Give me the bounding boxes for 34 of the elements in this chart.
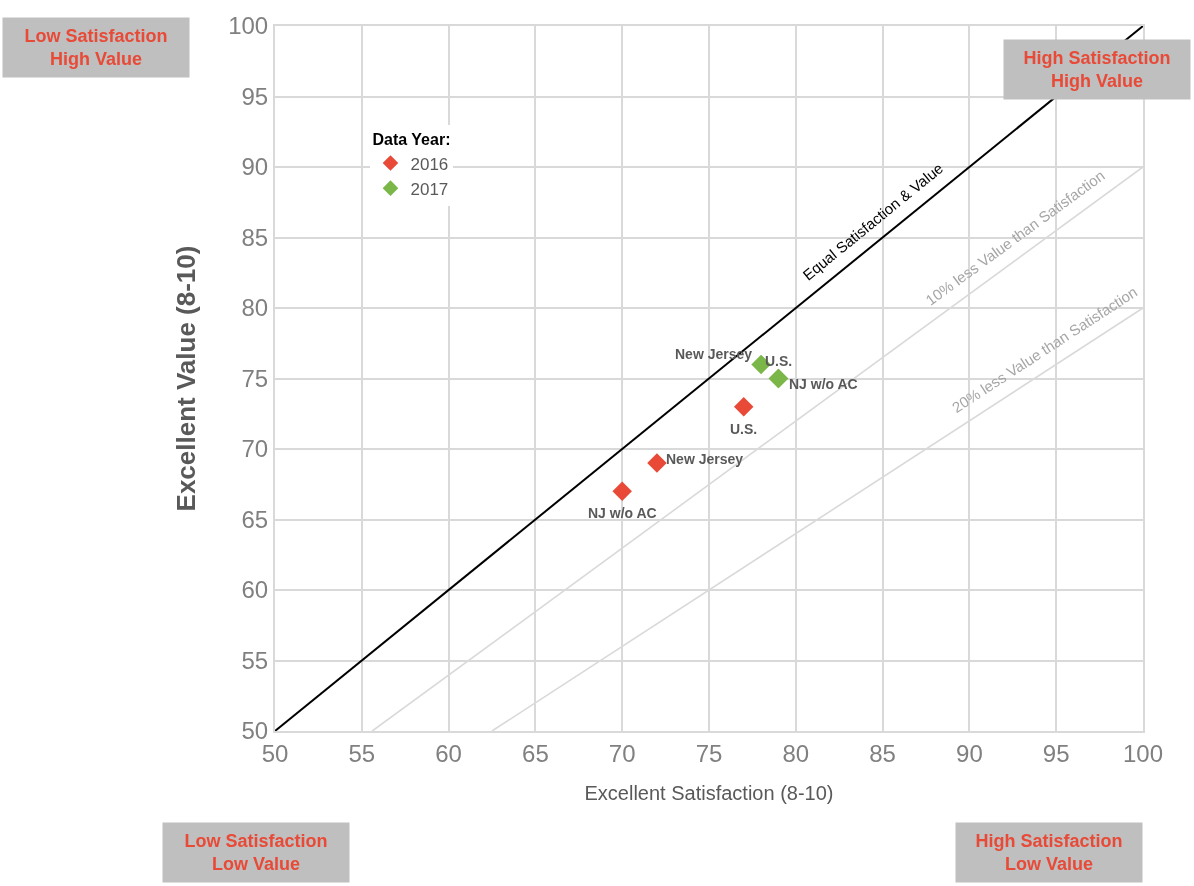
legend-title: Data Year:: [372, 131, 451, 149]
text: High Satisfaction Low Value: [975, 831, 1123, 875]
annotation: NJ w/o AC: [789, 376, 858, 392]
x-tick-label: 60: [435, 739, 462, 767]
annotation: NJ w/o AC: [588, 505, 657, 521]
x-tick-label: 85: [869, 739, 896, 767]
y-tick-label: 90: [241, 153, 269, 181]
x-tick-label: 55: [348, 739, 376, 767]
y-tick-label: 75: [241, 364, 269, 392]
x-tick-label: 65: [522, 739, 549, 767]
y-tick-label: 70: [241, 435, 269, 463]
text: Low Satisfaction High Value: [24, 26, 168, 70]
text: Low Satisfaction Low Value: [184, 831, 328, 875]
x-tick-label: 90: [956, 739, 983, 767]
y-tick-label: 80: [241, 294, 269, 322]
y-tick-label: 95: [241, 82, 269, 110]
annotation: U.S.: [730, 421, 758, 437]
legend-label: 2016: [410, 154, 449, 174]
x-tick-label: 75: [695, 739, 723, 767]
y-tick-label: 65: [241, 505, 269, 533]
y-tick-label: 55: [241, 646, 269, 674]
annotation: New Jersey: [666, 451, 744, 467]
y-tick-label: 60: [241, 576, 269, 604]
y-axis-title: Excellent Value (8-10): [171, 245, 202, 512]
x-axis-title: Excellent Satisfaction (8-10): [584, 781, 834, 804]
x-tick-label: 100: [1122, 739, 1164, 767]
y-tick-label: 85: [241, 223, 269, 251]
x-tick-label: 70: [608, 739, 636, 767]
annotation: U.S.: [765, 353, 793, 369]
x-tick-label: 80: [782, 739, 810, 767]
legend-label: 2017: [410, 179, 449, 199]
x-tick-label: 95: [1042, 739, 1070, 767]
y-tick-label: 100: [228, 12, 269, 40]
annotation: High Satisfaction High Value: [1023, 48, 1171, 92]
